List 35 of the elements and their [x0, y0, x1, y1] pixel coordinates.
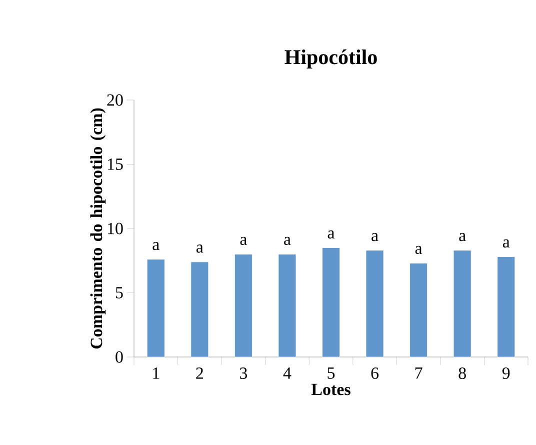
y-tick-label: 10 [108, 222, 123, 234]
bar [410, 262, 428, 358]
bar [322, 248, 340, 358]
x-tick-label: 3 [240, 368, 248, 379]
annotation: a [459, 232, 466, 242]
annotation: a [415, 246, 422, 254]
annotation: a [152, 242, 160, 250]
y-tick-label: 15 [108, 158, 123, 170]
bar [278, 254, 296, 358]
bar [366, 250, 384, 358]
annotation: a [196, 244, 204, 253]
annotation: a [328, 230, 335, 239]
y-tick-label: 5 [116, 287, 123, 298]
x-tick-label: 5 [328, 368, 335, 379]
x-tick-label: 4 [283, 368, 292, 379]
x-tick-label: 9 [502, 368, 510, 379]
x-tick-label: 1 [153, 368, 160, 379]
y-tick-label: 0 [116, 351, 123, 363]
x-tick-label: 7 [415, 368, 422, 379]
bar [234, 254, 252, 358]
x-tick-label: 6 [371, 368, 379, 379]
annotation: a [284, 236, 291, 246]
x-tick-label: 2 [196, 368, 203, 379]
x-tick-label: 8 [458, 368, 466, 379]
chart-title: Hipocótilo [284, 49, 377, 68]
annotation: a [372, 232, 378, 242]
bar [497, 256, 516, 358]
annotation: a [502, 239, 510, 248]
annotation: a [240, 236, 247, 246]
y-axis-title: Comprimento do hipocotilo (cm) [90, 108, 106, 349]
x-axis-title: Lotes [311, 384, 350, 396]
bar [453, 250, 472, 358]
bar [190, 262, 209, 358]
y-tick-label: 20 [107, 94, 123, 106]
bar [146, 259, 165, 358]
